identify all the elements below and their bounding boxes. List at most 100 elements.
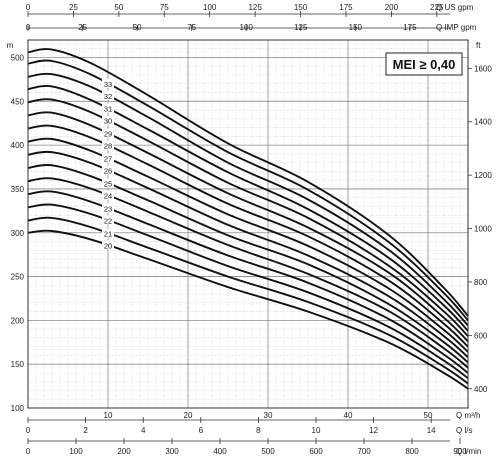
l-per-min-tick-label: 400	[213, 447, 227, 456]
curve-stage-23	[27, 190, 469, 374]
y-left-tick-label: 100	[11, 404, 25, 413]
imp-gpm-tick-label: 75	[187, 23, 196, 32]
l-per-min-tick-label: 500	[261, 447, 275, 456]
stage-label-bg	[102, 128, 114, 138]
y-right-tick-label: 1600	[474, 64, 492, 73]
l-per-s-tick-label: 0	[26, 426, 31, 435]
stage-label: 27	[104, 155, 112, 164]
y-right-tick-label: 400	[474, 385, 488, 394]
stage-label: 24	[104, 191, 112, 200]
stage-label: 25	[104, 179, 112, 188]
imp-gpm-tick-label: 25	[78, 23, 87, 32]
us-gpm-tick-label: 175	[339, 3, 353, 12]
curve-stage-31	[27, 85, 469, 332]
l-per-s-tick-label: 8	[256, 426, 261, 435]
curve-stage-25	[27, 164, 469, 364]
y-right-axis-label: ft	[476, 41, 481, 50]
imp-gpm-tick-label: 100	[240, 23, 254, 32]
y-left-tick-label: 250	[11, 273, 25, 282]
y-right-tick-label: 600	[474, 331, 488, 340]
mei-badge: MEI ≥ 0,40	[385, 52, 463, 76]
y-right-tick-label: 800	[474, 278, 488, 287]
us-gpm-tick-label: 0	[26, 3, 31, 12]
us-gpm-axis-label: Q US gpm	[436, 3, 474, 12]
l-per-s-tick-label: 6	[199, 426, 204, 435]
us-gpm-tick-label: 150	[294, 3, 308, 12]
stage-label-bg	[102, 240, 114, 250]
mei-badge-text: MEI ≥ 0,40	[393, 57, 456, 72]
curve-stage-30	[27, 98, 469, 337]
l-per-min-tick-label: 800	[405, 447, 419, 456]
y-left-tick-label: 150	[11, 360, 25, 369]
x-bottom-tick-label: 50	[424, 411, 433, 420]
stage-label: 28	[104, 142, 112, 151]
imp-gpm-tick-label: 125	[294, 23, 308, 32]
l-per-min-tick-label: 900	[453, 447, 467, 456]
stage-label: 23	[104, 204, 112, 213]
stage-label-bg	[102, 153, 114, 163]
y-left-tick-label: 200	[11, 316, 25, 325]
y-left-tick-label: 500	[11, 54, 25, 63]
stage-label-bg	[102, 203, 114, 213]
stage-label: 29	[104, 130, 112, 139]
l-per-s-tick-label: 12	[369, 426, 378, 435]
stage-label: 22	[104, 216, 112, 225]
l-per-min-tick-label: 700	[357, 447, 371, 456]
curve-stage-26	[27, 150, 469, 358]
curves: 20 21 22 23 24 25 26 27 28 29 30 31 32 33	[27, 48, 469, 390]
us-gpm-tick-label: 25	[69, 3, 78, 12]
curve-stage-27	[27, 137, 469, 353]
l-per-min-tick-label: 200	[117, 447, 131, 456]
curve-stage-top	[27, 48, 469, 317]
l-per-min-tick-label: 0	[26, 447, 31, 456]
stage-label: 20	[104, 241, 112, 250]
grid	[28, 40, 468, 408]
stage-label: 32	[104, 92, 112, 101]
x-bottom-tick-label: 30	[264, 411, 273, 420]
y-right-tick-label: 1400	[474, 118, 492, 127]
y-right-tick-label: 1200	[474, 171, 492, 180]
curve-stage-21	[27, 216, 469, 385]
curve-stage-28	[27, 124, 469, 348]
curve-stage-29	[27, 111, 469, 343]
l-per-min-tick-label: 100	[69, 447, 83, 456]
y-left-tick-label: 400	[11, 141, 25, 150]
y-left-tick-label: 300	[11, 229, 25, 238]
imp-gpm-tick-label: 175	[403, 23, 417, 32]
stage-label-bg	[102, 190, 114, 200]
curve-stage-33	[27, 59, 469, 322]
x-bottom-tick-label: 40	[344, 411, 353, 420]
l-per-s-tick-label: 10	[312, 426, 321, 435]
stage-label: 31	[104, 105, 112, 114]
us-gpm-tick-label: 50	[114, 3, 123, 12]
curve-stage-32	[27, 72, 469, 327]
us-gpm-tick-label: 225	[430, 3, 444, 12]
stage-label-bg	[102, 178, 114, 188]
y-left-tick-label: 450	[11, 97, 25, 106]
curve-stage-22	[27, 203, 469, 379]
stage-label: 30	[104, 117, 112, 126]
l-per-s-tick-label: 4	[141, 426, 146, 435]
axes: 100150200250300350400450500m400600800100…	[7, 3, 493, 456]
stage-label-bg	[102, 90, 114, 100]
stage-label-bg	[102, 115, 114, 125]
l-per-min-axis-label: Q l/min	[456, 447, 481, 456]
x-bottom-tick-label: 10	[104, 411, 113, 420]
mei-badge-box	[385, 52, 463, 76]
stage-label-bg	[102, 78, 114, 88]
l-per-min-tick-label: 300	[165, 447, 179, 456]
imp-gpm-tick-label: 50	[133, 23, 142, 32]
y-left-axis-label: m	[7, 41, 14, 50]
us-gpm-tick-label: 200	[385, 3, 399, 12]
l-per-s-tick-label: 14	[427, 426, 436, 435]
x-bottom-tick-label: 20	[184, 411, 193, 420]
l-per-min-tick-label: 600	[309, 447, 323, 456]
plot-frame	[27, 39, 469, 409]
y-left-tick-label: 350	[11, 185, 25, 194]
stage-label: 33	[104, 80, 112, 89]
stage-label-bg	[102, 228, 114, 238]
imp-gpm-tick-label: 0	[26, 23, 31, 32]
y-right-tick-label: 1000	[474, 225, 492, 234]
